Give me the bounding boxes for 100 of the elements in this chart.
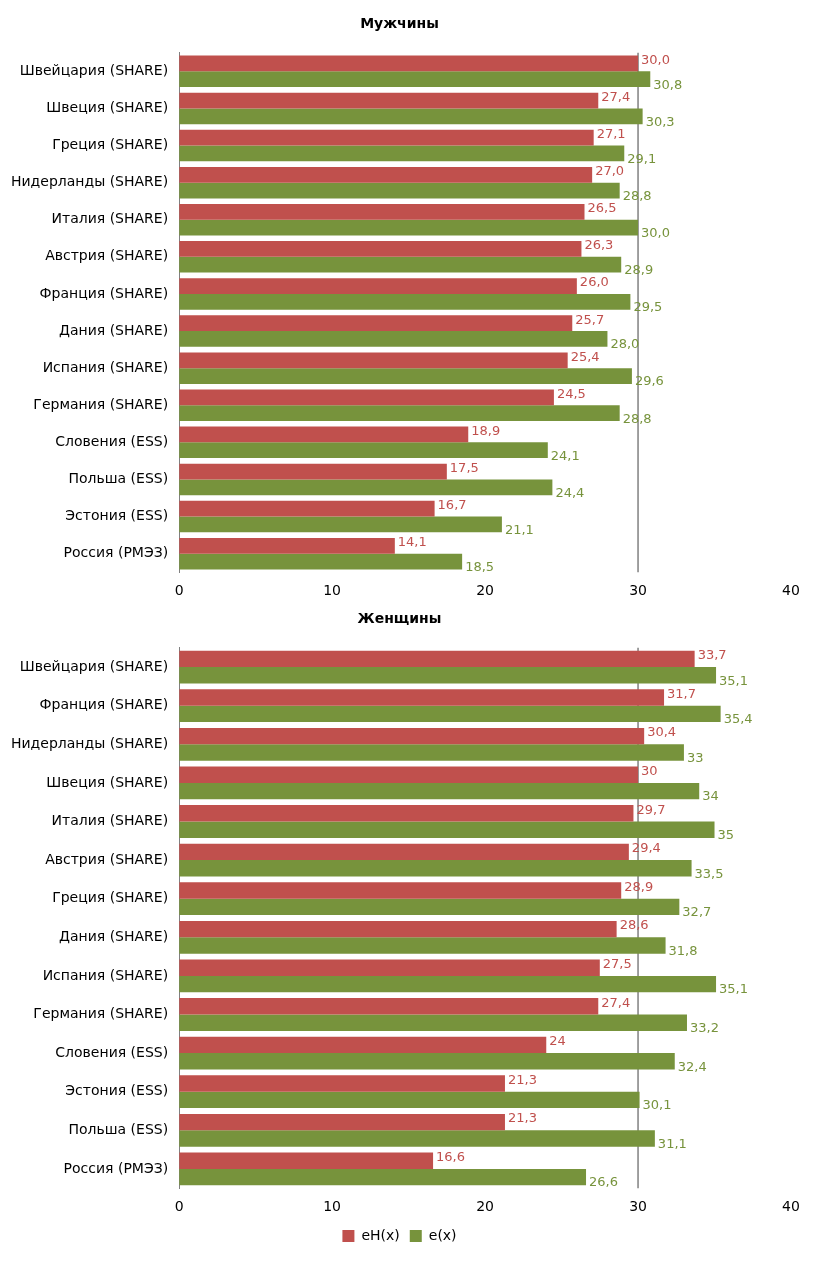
- data-label: 18,5: [465, 558, 495, 574]
- bar: [179, 315, 573, 332]
- bar: [179, 1053, 675, 1070]
- bar: [179, 821, 715, 838]
- y-tick-label: Швеция (SHARE): [46, 773, 169, 790]
- data-label: 17,5: [449, 459, 479, 475]
- bar: [179, 860, 692, 877]
- data-label: 30: [641, 763, 658, 779]
- bar: [179, 331, 608, 347]
- y-tick-label: Россия (РМЭЗ): [63, 544, 169, 561]
- bar: [179, 1091, 640, 1109]
- bar: [179, 145, 625, 162]
- bar: [179, 766, 639, 783]
- bar: [179, 1152, 434, 1169]
- data-label: 26,6: [589, 1174, 618, 1190]
- bar: [179, 1168, 587, 1186]
- y-tick-label: Дания (SHARE): [59, 927, 169, 944]
- bar: [179, 553, 463, 570]
- bar: [179, 241, 582, 257]
- y-tick-label: Италия (SHARE): [51, 812, 169, 829]
- data-label: 35,1: [719, 981, 748, 997]
- bar: [179, 1130, 655, 1147]
- y-tick-label: Греция (SHARE): [52, 889, 169, 906]
- y-tick-label: Швейцария (SHARE): [19, 61, 169, 78]
- data-label: 31,8: [668, 942, 698, 958]
- y-tick-label: Россия (РМЭЗ): [63, 1159, 169, 1176]
- bar: [179, 898, 680, 916]
- y-tick-label: Польша (ESS): [68, 470, 169, 487]
- bar: [179, 405, 620, 422]
- bar: [179, 1014, 687, 1031]
- data-label: 33: [686, 749, 704, 765]
- data-label: 26,5: [587, 200, 617, 216]
- y-tick-label: Швейцария (SHARE): [19, 657, 169, 674]
- data-label: 28,9: [624, 262, 654, 278]
- data-label: 30,1: [642, 1097, 672, 1113]
- y-tick-label: Италия (SHARE): [51, 210, 169, 227]
- y-tick-label: Словения (ESS): [55, 1043, 169, 1060]
- bar: [179, 256, 622, 273]
- bar: [179, 650, 695, 668]
- data-label: 32,4: [677, 1058, 707, 1074]
- bar: [179, 959, 600, 976]
- data-label: 21,1: [504, 521, 534, 537]
- y-tick-label: Словения (ESS): [55, 432, 169, 449]
- data-label: 30,4: [647, 724, 677, 740]
- y-tick-label: Эстония (ESS): [65, 507, 169, 524]
- bar: [179, 463, 447, 480]
- bar: [179, 920, 617, 938]
- x-tick-label: 30: [629, 1198, 647, 1215]
- data-label: 26,3: [584, 237, 614, 253]
- data-label: 27,4: [601, 994, 631, 1010]
- data-label: 31,7: [667, 685, 696, 701]
- y-tick-label: Испания (SHARE): [42, 358, 169, 375]
- data-label: 35: [717, 827, 735, 843]
- bar: [179, 882, 622, 899]
- bar: [179, 705, 721, 723]
- y-tick-label: Нидерланды (SHARE): [10, 734, 169, 751]
- chart-title: Женщины: [357, 610, 442, 627]
- data-label: 30,3: [645, 113, 675, 129]
- data-label: 18,9: [471, 422, 501, 438]
- bar: [179, 442, 548, 459]
- data-label: 24,1: [550, 447, 580, 463]
- bar: [179, 71, 651, 88]
- data-label: 28,8: [622, 410, 652, 426]
- data-label: 16,7: [437, 497, 467, 513]
- data-label: 29,6: [634, 373, 664, 389]
- y-tick-label: Швеция (SHARE): [46, 99, 169, 116]
- y-tick-label: Нидерланды (SHARE): [10, 173, 169, 190]
- bar: [179, 479, 553, 496]
- data-label: 27,5: [602, 956, 632, 972]
- data-label: 29,7: [636, 801, 666, 817]
- y-tick-label: Франция (SHARE): [39, 284, 169, 301]
- bar: [179, 727, 645, 745]
- bar: [179, 500, 435, 517]
- bar: [179, 55, 639, 72]
- data-label: 28,0: [610, 336, 640, 352]
- data-label: 34: [702, 788, 719, 804]
- bar: [179, 108, 643, 125]
- data-label: 28,6: [619, 917, 649, 933]
- data-label: 24: [549, 1033, 566, 1049]
- y-tick-label: Польша (ESS): [68, 1120, 169, 1137]
- legend-label: eH(x): [361, 1226, 400, 1243]
- x-tick-label: 10: [323, 1198, 342, 1215]
- bar: [179, 975, 717, 993]
- data-label: 21,3: [507, 1071, 537, 1087]
- x-tick-label: 30: [629, 582, 647, 599]
- x-tick-label: 0: [174, 1198, 184, 1215]
- bar: [179, 182, 620, 199]
- y-tick-label: Австрия (SHARE): [45, 850, 169, 867]
- bar: [179, 537, 395, 554]
- bar: [179, 368, 632, 384]
- bar: [179, 166, 593, 183]
- x-tick-label: 20: [476, 582, 494, 599]
- data-label: 33,2: [689, 1020, 719, 1036]
- bar: [179, 426, 469, 443]
- data-label: 25,4: [570, 348, 600, 364]
- bar: [179, 843, 629, 861]
- data-label: 25,7: [575, 311, 605, 327]
- bar: [179, 92, 599, 109]
- y-tick-label: Греция (SHARE): [52, 136, 169, 153]
- data-label: 21,3: [507, 1110, 537, 1126]
